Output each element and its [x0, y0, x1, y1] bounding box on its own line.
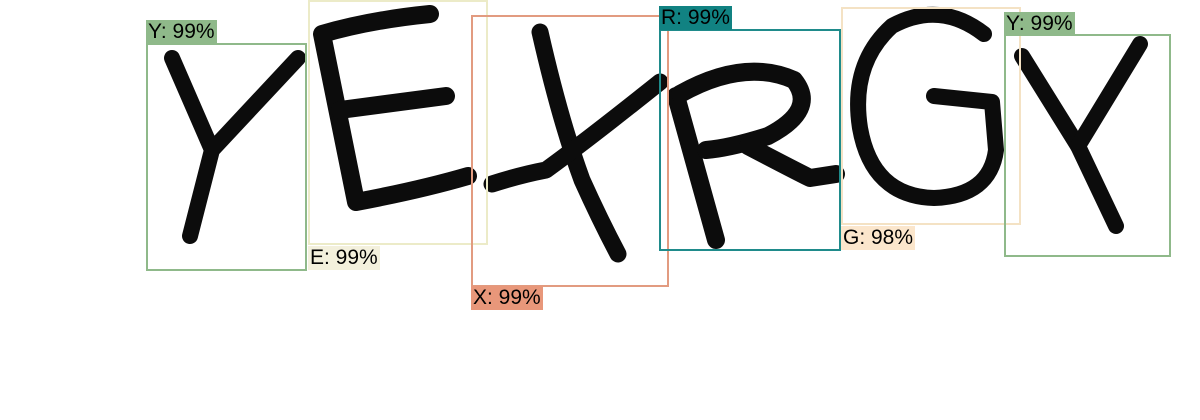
detection-label-y-1: Y: 99% [146, 20, 217, 44]
glyph-e [313, 5, 477, 211]
bounding-box-y-2 [1004, 34, 1171, 257]
detection-label-x: X: 99% [471, 286, 543, 310]
detection-label-e: E: 99% [308, 246, 380, 270]
bounding-box-x [471, 15, 669, 287]
bounding-box-y-1 [146, 43, 307, 271]
detection-label-y-2: Y: 99% [1004, 12, 1075, 36]
glyph-y-2 [1014, 36, 1148, 234]
glyph-g [850, 6, 1004, 206]
bounding-box-g [841, 7, 1021, 225]
glyph-x [483, 23, 669, 263]
detection-label-r: R: 99% [659, 6, 732, 30]
glyph-y-1 [164, 50, 306, 244]
glyph-r [667, 62, 845, 249]
bounding-box-r [659, 29, 841, 251]
detection-label-g: G: 98% [841, 226, 916, 250]
bounding-box-e [308, 0, 488, 245]
